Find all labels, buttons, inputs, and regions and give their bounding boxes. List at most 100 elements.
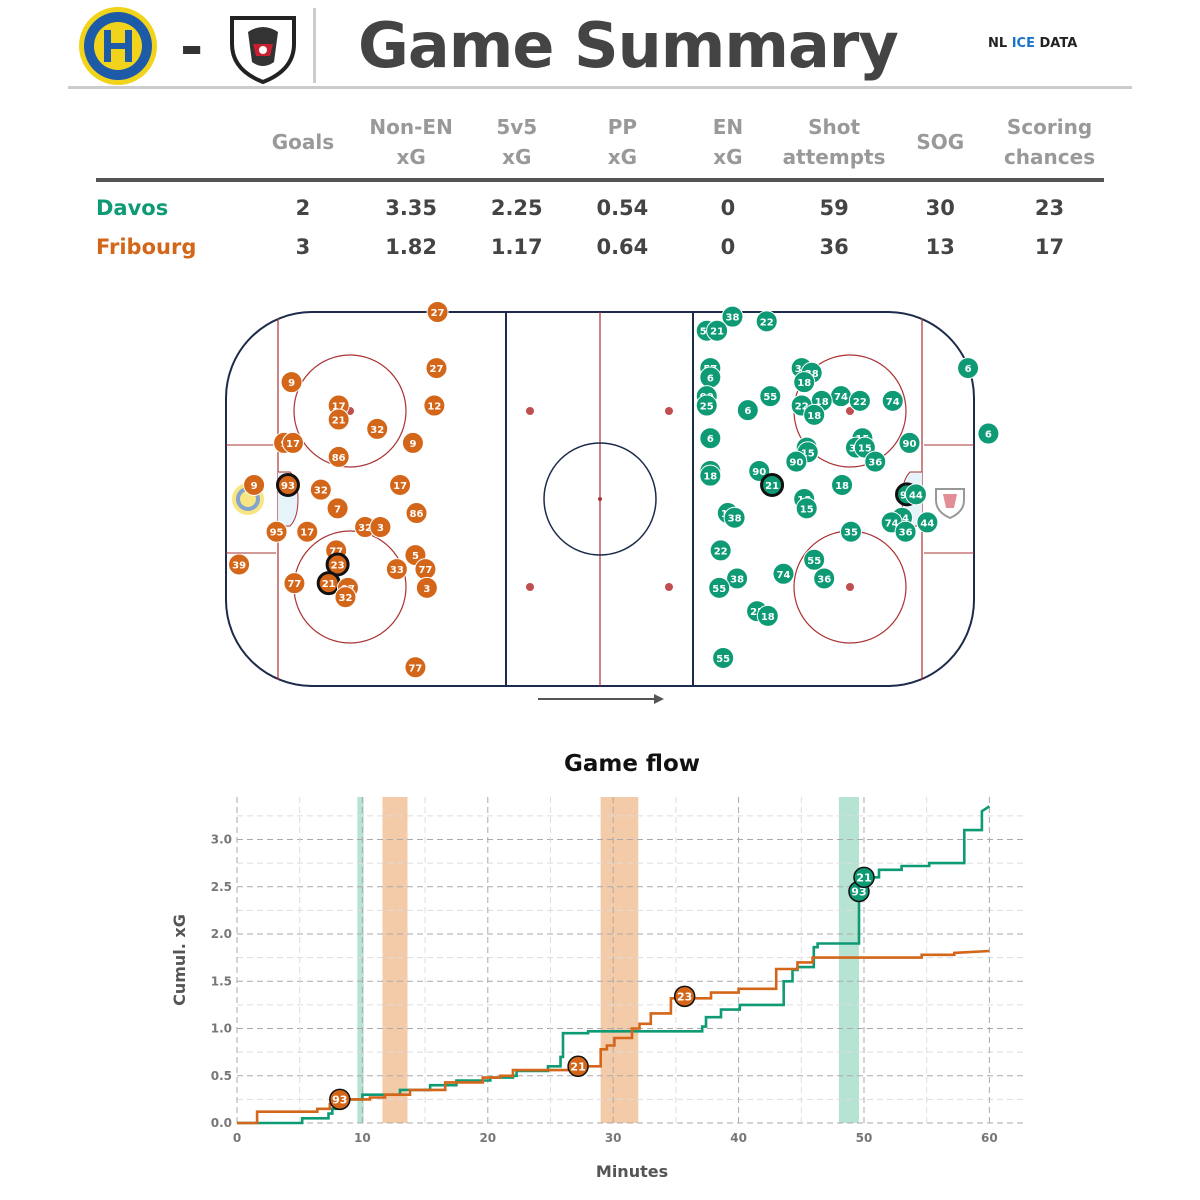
davos-shot-marker: 38 [844,436,867,459]
davos-shot-marker: 21 [760,472,785,497]
team-name-fribourg: Fribourg [96,234,197,259]
stat-value: 30 [925,195,955,220]
davos-logo-mini [232,483,264,515]
y-tick-label: 1.0 [211,1022,232,1036]
davos-shot-marker: 22 [709,539,732,562]
davos-shot-marker: 35 [839,520,862,543]
shot-player-number: 44 [909,490,923,501]
davos-shot-marker: 38 [723,506,746,529]
shot-player-number: 32 [338,593,352,604]
shot-player-number: 9 [409,439,416,450]
header-rule [68,86,1132,89]
davos-shot-marker: 18 [699,464,722,487]
davos-shot-marker: 25 [848,389,871,412]
davos-shot-marker: 22 [790,394,813,417]
goal-marker: 93 [848,880,870,903]
fribourg-logo [228,14,298,85]
y-tick-label: 3.0 [211,833,232,847]
davos-xg-line [237,805,991,1125]
fribourg-shot-marker: 32 [334,586,357,609]
shot-player-number: 27 [431,308,445,319]
davos-shot-marker: 38 [726,567,749,590]
davos-powerplay-band [357,797,364,1123]
davos-shot-marker: 25 [695,394,718,417]
shot-player-number: 90 [789,458,803,469]
fribourg-shot-marker: 93 [275,472,300,497]
fribourg-shot-marker: 27 [425,357,448,380]
shot-player-number: 33 [390,565,404,576]
fribourg-shot-marker: 17 [327,394,350,417]
shot-player-number: 38 [728,514,742,525]
shot-player-number: 22 [795,402,809,413]
davos-shot-marker: 74 [772,562,795,585]
fribourg-shot-marker: 77 [404,656,427,679]
goal-marker: 93 [329,1088,351,1111]
shot-player-number: 23 [331,560,345,571]
shot-player-number: 32 [370,425,384,436]
shot-player-number: 9 [251,481,258,492]
brand-suffix: DATA [1034,36,1078,51]
shot-player-number: 6 [985,430,992,441]
davos-shot-marker: 36 [813,567,836,590]
shot-player-number: 3 [423,584,430,595]
shot-player-number: 38 [730,574,744,585]
fribourg-shot-marker: 32 [354,516,377,539]
fribourg-shot-marker: 21 [316,571,341,596]
x-tick-label: 60 [981,1131,998,1145]
goal-marker-label: 21 [570,1060,585,1073]
shot-player-number: 6 [707,373,714,384]
shot-player-number: 22 [714,546,728,557]
fribourg-powerplay-band [382,797,408,1123]
stats-header: Non-EN xG [360,110,462,182]
shot-player-number: 6 [707,434,714,445]
fribourg-shot-marker: 9 [401,431,424,454]
davos-shot-marker: 25 [746,600,769,623]
fribourg-shot-marker: 77 [325,539,348,562]
davos-shot-marker: 36 [864,450,887,473]
rink-faceoff-dots [346,407,854,591]
fribourg-shot-marker: 86 [405,502,428,525]
fribourg-shot-marker: 17 [389,473,412,496]
davos-shot-marker: 55 [759,385,782,408]
shot-player-number: 6 [965,364,972,375]
stat-value: 0.64 [596,234,649,259]
davos-shot-marker: 6 [699,459,722,482]
shot-player-number: 18 [797,495,811,506]
davos-shot-marker: 22 [755,310,778,333]
shot-player-number: 44 [895,514,909,525]
davos-shot-marker: 90 [695,385,718,408]
fribourg-powerplay-band [600,797,639,1123]
shot-player-number: 21 [710,327,724,338]
shot-player-number: 57 [700,327,714,338]
fribourg-shot-marker: 97 [336,576,359,599]
team-name-davos: Davos [96,195,169,220]
stat-value: 0.54 [596,195,649,220]
shot-player-number: 21 [765,481,779,492]
davos-shot-marker: 6 [977,422,1000,445]
shot-player-number: 74 [886,397,900,408]
fribourg-shot-marker: 9 [243,473,266,496]
stat-value: 2 [295,195,311,220]
shot-player-number: 17 [393,481,407,492]
rink-lines [225,311,975,687]
stat-value: 3.35 [385,195,438,220]
y-axis-label: Cumul. xG [170,914,189,1006]
shot-player-number: 36 [899,528,913,539]
shot-player-number: 15 [858,444,872,455]
stats-header: 5v5 xG [461,110,572,182]
chart-grid [236,797,1027,1124]
shot-player-number: 3 [377,523,384,534]
stat-value: 17 [1034,234,1065,259]
davos-shot-marker: 57 [699,357,722,380]
davos-powerplay-band [838,797,859,1123]
direction-arrow [538,694,664,704]
fribourg-shot-marker: 5 [404,544,427,567]
shot-player-number: 15 [800,504,814,515]
shot-player-number: 38 [805,369,819,380]
davos-shot-marker: 74 [880,511,903,534]
shot-player-number: 86 [332,453,346,464]
davos-shot-marker: 90 [898,431,921,454]
shot-player-number: 38 [849,444,863,455]
brand-prefix: NL [988,36,1012,51]
davos-shot-marker: 15 [795,497,818,520]
